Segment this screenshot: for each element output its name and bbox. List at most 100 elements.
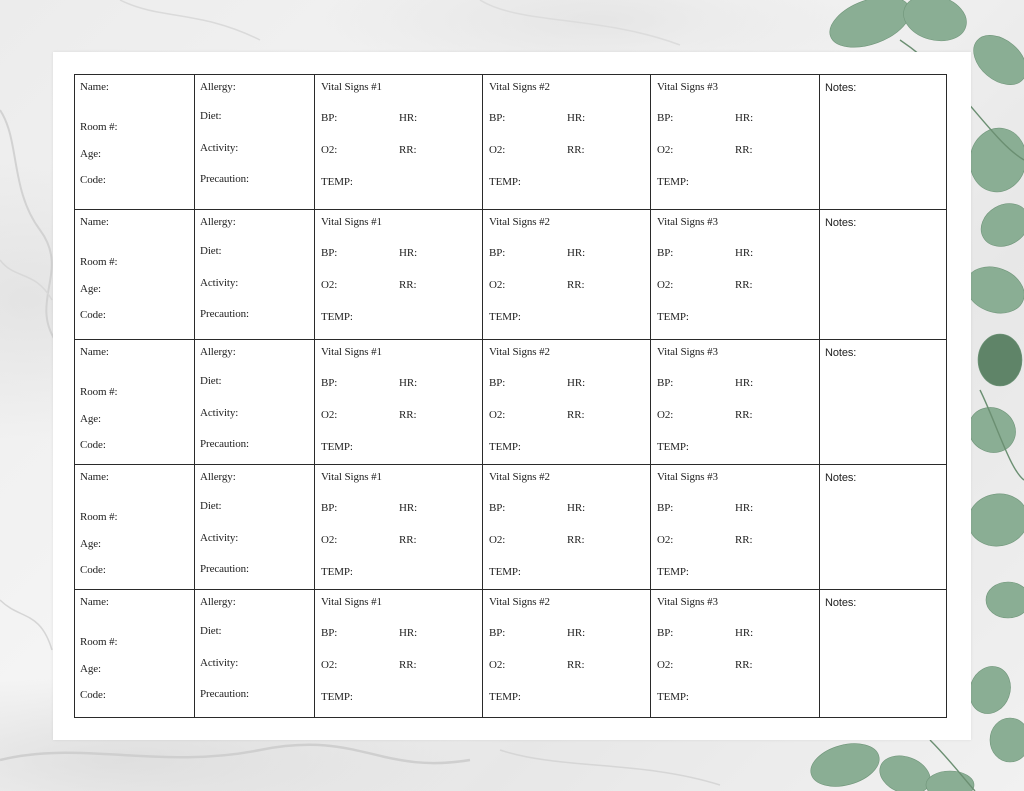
hr-label: HR:	[567, 112, 586, 124]
vital-signs-1-cell: Vital Signs #1 BP: HR: O2: RR: TEMP:	[314, 74, 483, 210]
bp-label: BP:	[321, 247, 338, 259]
vital-signs-2-heading: Vital Signs #2	[489, 81, 550, 93]
o2-label: O2:	[489, 534, 506, 546]
allergy-label: Allergy:	[200, 216, 236, 228]
temp-label: TEMP:	[657, 441, 689, 453]
rr-label: RR:	[567, 144, 585, 156]
bp-label: BP:	[321, 377, 338, 389]
hr-label: HR:	[399, 112, 418, 124]
hr-label: HR:	[735, 627, 754, 639]
name-label: Name:	[80, 471, 109, 483]
patient-row: Name: Room #: Age: Code: Allergy: Diet: …	[74, 339, 947, 465]
vital-signs-2-heading: Vital Signs #2	[489, 216, 550, 228]
rr-label: RR:	[399, 144, 417, 156]
temp-label: TEMP:	[657, 311, 689, 323]
vital-signs-3-cell: Vital Signs #3 BP: HR: O2: RR: TEMP:	[650, 464, 820, 590]
notes-label: Notes:	[825, 347, 857, 359]
vital-signs-1-heading: Vital Signs #1	[321, 596, 382, 608]
o2-label: O2:	[657, 659, 674, 671]
temp-label: TEMP:	[489, 441, 521, 453]
patient-info-cell: Name: Room #: Age: Code:	[74, 589, 195, 718]
vital-signs-2-heading: Vital Signs #2	[489, 346, 550, 358]
room-label: Room #:	[80, 256, 118, 268]
room-label: Room #:	[80, 636, 118, 648]
notes-label: Notes:	[825, 82, 857, 94]
bp-label: BP:	[657, 112, 674, 124]
vital-signs-2-cell: Vital Signs #2 BP: HR: O2: RR: TEMP:	[482, 339, 651, 465]
vital-signs-3-cell: Vital Signs #3 BP: HR: O2: RR: TEMP:	[650, 74, 820, 210]
bp-label: BP:	[657, 502, 674, 514]
patient-row: Name: Room #: Age: Code: Allergy: Diet: …	[74, 74, 947, 210]
patient-info-cell: Name: Room #: Age: Code:	[74, 74, 195, 210]
o2-label: O2:	[321, 534, 338, 546]
bp-label: BP:	[489, 112, 506, 124]
care-info-cell: Allergy: Diet: Activity: Precaution:	[194, 209, 315, 340]
o2-label: O2:	[657, 144, 674, 156]
code-label: Code:	[80, 309, 106, 321]
vital-signs-3-cell: Vital Signs #3 BP: HR: O2: RR: TEMP:	[650, 209, 820, 340]
care-info-cell: Allergy: Diet: Activity: Precaution:	[194, 589, 315, 718]
rr-label: RR:	[567, 659, 585, 671]
diet-label: Diet:	[200, 500, 222, 512]
precaution-label: Precaution:	[200, 563, 249, 575]
notes-label: Notes:	[825, 472, 857, 484]
vital-signs-3-heading: Vital Signs #3	[657, 596, 718, 608]
notes-cell: Notes:	[819, 209, 947, 340]
bp-label: BP:	[657, 247, 674, 259]
temp-label: TEMP:	[657, 176, 689, 188]
temp-label: TEMP:	[321, 311, 353, 323]
patient-info-cell: Name: Room #: Age: Code:	[74, 209, 195, 340]
vital-signs-1-cell: Vital Signs #1 BP: HR: O2: RR: TEMP:	[314, 589, 483, 718]
name-label: Name:	[80, 216, 109, 228]
o2-label: O2:	[657, 409, 674, 421]
notes-label: Notes:	[825, 217, 857, 229]
precaution-label: Precaution:	[200, 308, 249, 320]
activity-label: Activity:	[200, 532, 239, 544]
bp-label: BP:	[321, 627, 338, 639]
temp-label: TEMP:	[321, 176, 353, 188]
rr-label: RR:	[399, 534, 417, 546]
activity-label: Activity:	[200, 277, 239, 289]
diet-label: Diet:	[200, 245, 222, 257]
vital-signs-3-cell: Vital Signs #3 BP: HR: O2: RR: TEMP:	[650, 339, 820, 465]
vital-signs-3-heading: Vital Signs #3	[657, 471, 718, 483]
temp-label: TEMP:	[321, 691, 353, 703]
vital-signs-2-heading: Vital Signs #2	[489, 596, 550, 608]
rr-label: RR:	[399, 659, 417, 671]
o2-label: O2:	[489, 144, 506, 156]
activity-label: Activity:	[200, 142, 239, 154]
rr-label: RR:	[735, 144, 753, 156]
vital-signs-1-cell: Vital Signs #1 BP: HR: O2: RR: TEMP:	[314, 464, 483, 590]
code-label: Code:	[80, 564, 106, 576]
hr-label: HR:	[399, 247, 418, 259]
temp-label: TEMP:	[489, 691, 521, 703]
diet-label: Diet:	[200, 110, 222, 122]
vital-signs-1-heading: Vital Signs #1	[321, 346, 382, 358]
o2-label: O2:	[321, 659, 338, 671]
allergy-label: Allergy:	[200, 596, 236, 608]
notes-cell: Notes:	[819, 339, 947, 465]
rr-label: RR:	[567, 409, 585, 421]
activity-label: Activity:	[200, 657, 239, 669]
diet-label: Diet:	[200, 625, 222, 637]
patient-info-cell: Name: Room #: Age: Code:	[74, 464, 195, 590]
hr-label: HR:	[735, 377, 754, 389]
notes-cell: Notes:	[819, 464, 947, 590]
code-label: Code:	[80, 174, 106, 186]
patient-row: Name: Room #: Age: Code: Allergy: Diet: …	[74, 464, 947, 590]
o2-label: O2:	[657, 534, 674, 546]
name-label: Name:	[80, 81, 109, 93]
patient-report-table: Name: Room #: Age: Code: Allergy: Diet: …	[74, 74, 947, 718]
rr-label: RR:	[399, 409, 417, 421]
activity-label: Activity:	[200, 407, 239, 419]
patient-info-cell: Name: Room #: Age: Code:	[74, 339, 195, 465]
rr-label: RR:	[567, 534, 585, 546]
hr-label: HR:	[567, 627, 586, 639]
age-label: Age:	[80, 148, 101, 160]
temp-label: TEMP:	[489, 311, 521, 323]
age-label: Age:	[80, 283, 101, 295]
patient-row: Name: Room #: Age: Code: Allergy: Diet: …	[74, 209, 947, 340]
vital-signs-3-heading: Vital Signs #3	[657, 81, 718, 93]
temp-label: TEMP:	[321, 566, 353, 578]
